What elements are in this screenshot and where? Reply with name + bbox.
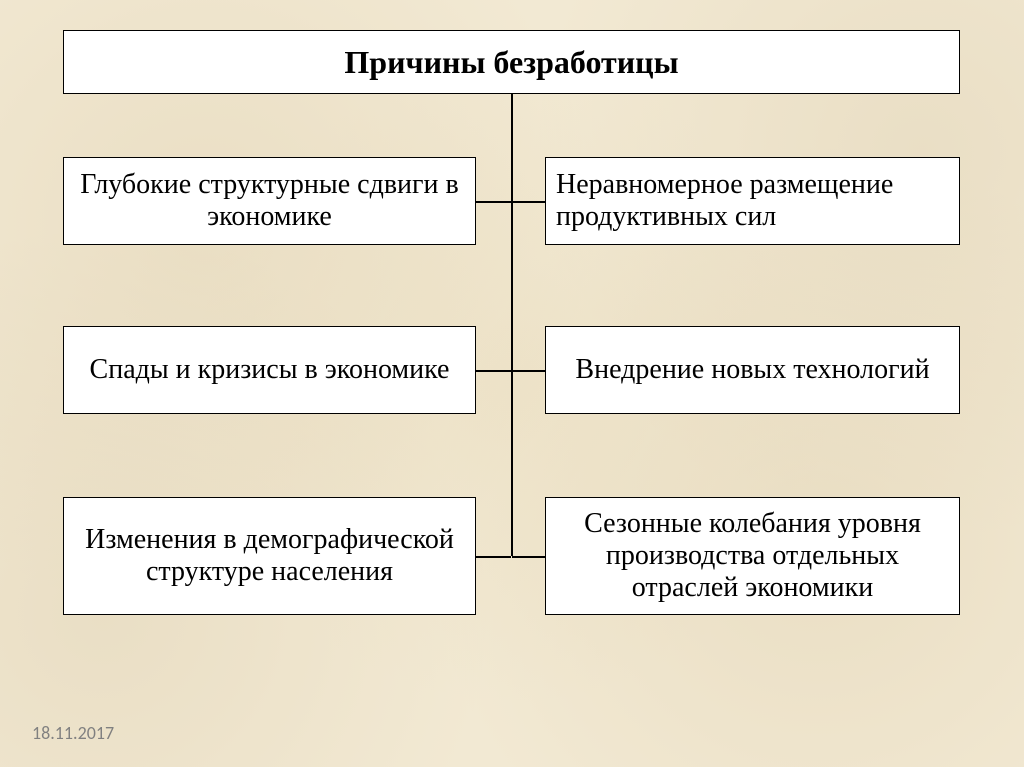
item-text-3: Внедрение новых технологий [575, 354, 929, 386]
footer-date-text: 18.11.2017 [32, 722, 114, 744]
title-box: Причины безработицы [63, 30, 960, 94]
item-text-2: Спады и кризисы в экономике [90, 354, 450, 386]
branch-row1-right [512, 201, 545, 203]
branch-row3-left [476, 556, 511, 558]
footer-date: 18.11.2017 [32, 722, 114, 744]
item-text-0: Глубокие структурные сдвиги в экономике [74, 169, 465, 233]
title-text: Причины безработицы [344, 44, 678, 81]
item-box-1: Неравномерное размещение продуктивных си… [545, 157, 960, 245]
item-box-3: Внедрение новых технологий [545, 326, 960, 414]
branch-row2-left [476, 370, 511, 372]
spine-connector [511, 94, 513, 556]
item-text-4: Изменения в демографической структуре на… [74, 524, 465, 588]
item-box-5: Сезонные колебания уровня производства о… [545, 497, 960, 615]
item-text-1: Неравномерное размещение продуктивных си… [556, 169, 949, 233]
item-text-5: Сезонные колебания уровня производства о… [556, 508, 949, 604]
item-box-2: Спады и кризисы в экономике [63, 326, 476, 414]
branch-row2-right [512, 370, 545, 372]
item-box-0: Глубокие структурные сдвиги в экономике [63, 157, 476, 245]
branch-row3-right [512, 556, 545, 558]
item-box-4: Изменения в демографической структуре на… [63, 497, 476, 615]
branch-row1-left [476, 201, 511, 203]
